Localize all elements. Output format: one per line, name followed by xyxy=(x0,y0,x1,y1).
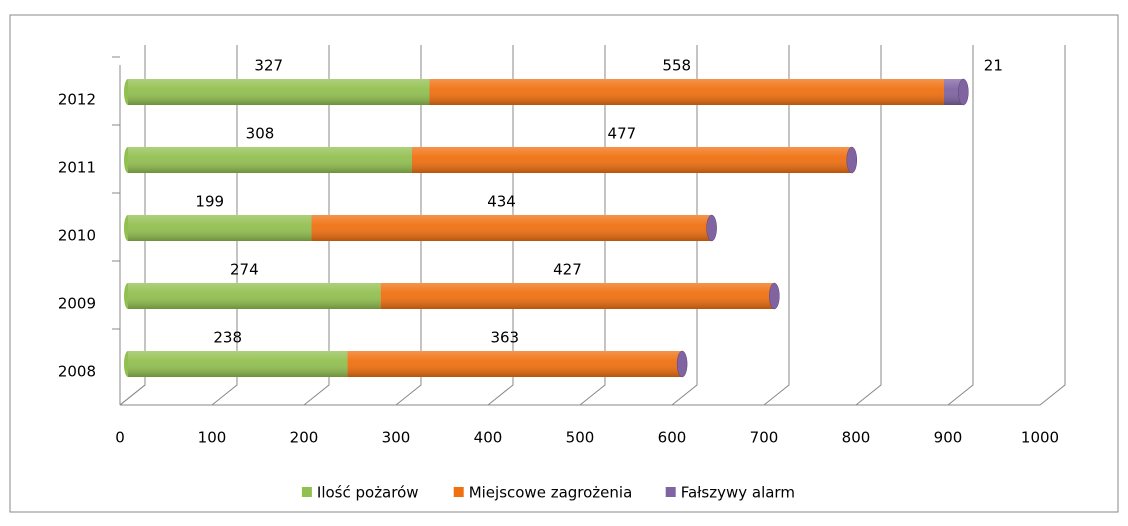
x-tick-label: 200 xyxy=(290,429,319,447)
y-tick-label: 2009 xyxy=(58,295,96,313)
bar-shade xyxy=(347,351,683,377)
x-tick-label: 1000 xyxy=(1021,429,1059,447)
x-tick-label: 0 xyxy=(115,429,125,447)
x-tick-label: 700 xyxy=(750,429,779,447)
bar-shade xyxy=(128,351,348,377)
grid-line xyxy=(947,45,974,406)
legend-swatch xyxy=(665,487,676,497)
data-label: 327 xyxy=(254,57,283,75)
grid-line xyxy=(855,45,882,406)
legend-label: Ilość pożarów xyxy=(317,484,419,502)
legend-swatch xyxy=(453,487,464,497)
bar-end-cap xyxy=(706,214,717,242)
legend-label: Miejscowe zagrożenia xyxy=(469,484,633,502)
data-label: 21 xyxy=(984,57,1003,75)
x-tick-label: 900 xyxy=(934,429,963,447)
grid-line xyxy=(1039,45,1066,406)
data-label: 274 xyxy=(230,261,259,279)
y-tick-label: 2012 xyxy=(58,91,96,109)
data-label: 434 xyxy=(487,193,516,211)
legend-label: Fałszywy alarm xyxy=(681,484,795,502)
x-tick-label: 800 xyxy=(842,429,871,447)
bar-shade xyxy=(943,79,964,105)
legend-swatch xyxy=(301,487,312,497)
data-label: 363 xyxy=(490,329,519,347)
y-tick-label: 2011 xyxy=(58,159,96,177)
bar-shade xyxy=(311,215,712,241)
x-tick-label: 400 xyxy=(474,429,503,447)
floor-edge xyxy=(119,384,146,406)
bar-shade xyxy=(128,215,312,241)
x-tick-label: 600 xyxy=(658,429,687,447)
bar-shade xyxy=(380,283,775,309)
data-label: 238 xyxy=(213,329,242,347)
bar-end-cap xyxy=(676,350,688,378)
data-label: 558 xyxy=(662,57,691,75)
bar-shade xyxy=(128,147,412,173)
bar-end-cap xyxy=(769,282,780,310)
y-tick-label: 2010 xyxy=(58,227,96,245)
data-label: 199 xyxy=(195,193,224,211)
bar-shade xyxy=(128,79,430,105)
bar-end-cap xyxy=(846,146,858,174)
data-label: 477 xyxy=(608,125,637,143)
x-tick-label: 500 xyxy=(566,429,595,447)
y-tick-label: 2008 xyxy=(58,363,96,381)
data-label: 427 xyxy=(553,261,582,279)
x-tick-label: 100 xyxy=(198,429,227,447)
data-label: 308 xyxy=(246,125,275,143)
x-tick-label: 300 xyxy=(382,429,411,447)
bar-shade xyxy=(411,147,852,173)
bar-shade xyxy=(429,79,944,105)
bar-shade xyxy=(128,283,381,309)
bar-end-cap xyxy=(958,78,969,106)
